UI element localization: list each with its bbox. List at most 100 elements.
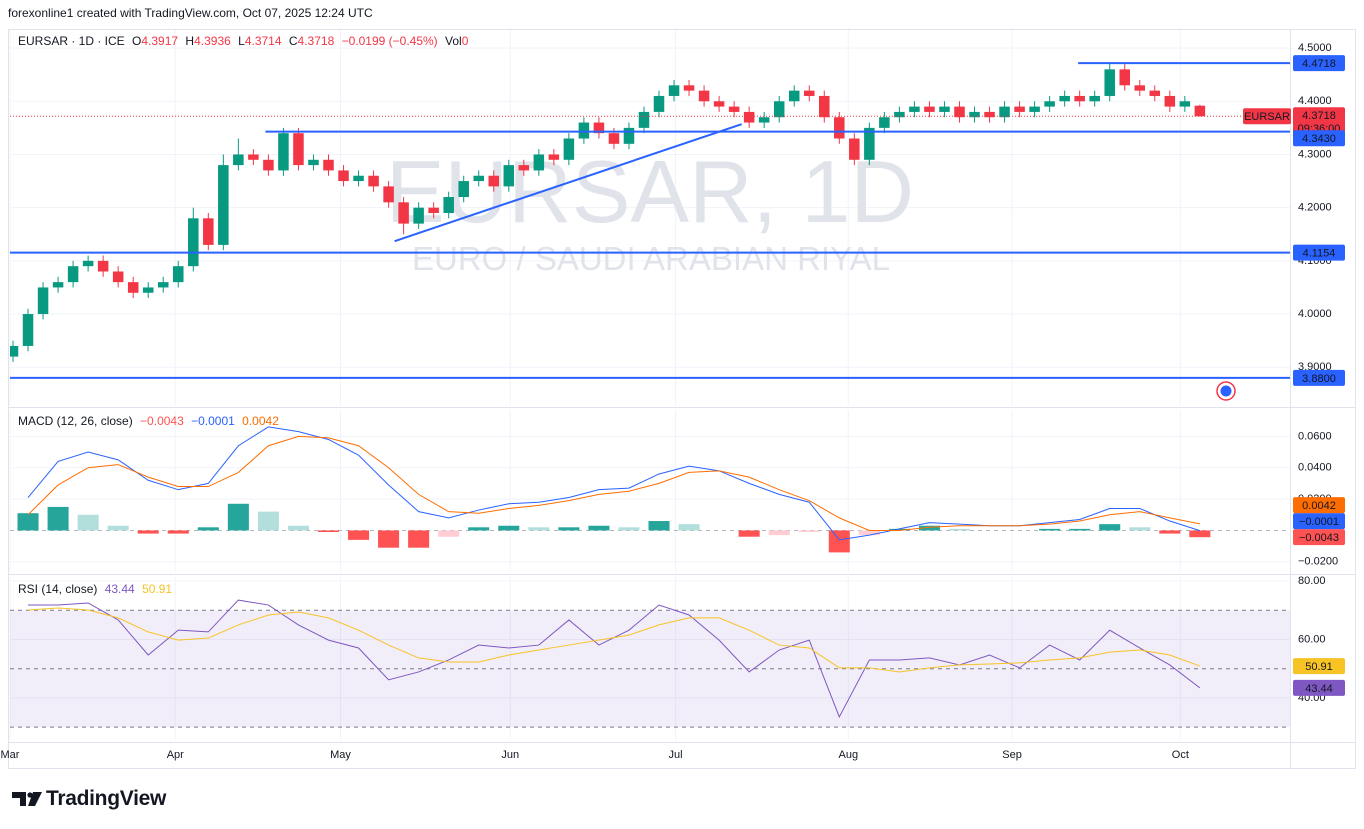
level-label: 4.3430	[1302, 133, 1336, 145]
x-tick-label: Sep	[1002, 749, 1022, 761]
histogram-bar	[77, 514, 99, 531]
candle-body	[368, 175, 379, 187]
candle-body	[608, 133, 620, 144]
histogram-bar	[167, 530, 189, 534]
candle-body	[984, 111, 995, 118]
candle-body	[458, 181, 469, 198]
level-label-box	[1293, 55, 1345, 72]
series-line	[27, 435, 1200, 531]
histogram-bar	[438, 530, 460, 537]
x-tick-label: Jul	[669, 749, 683, 761]
x-tick-label: Apr	[167, 749, 184, 761]
candle-body	[203, 218, 214, 245]
histogram-bar	[1189, 530, 1211, 538]
macd-pane	[10, 426, 1290, 553]
candle-body	[563, 138, 575, 160]
histogram-bar	[137, 530, 159, 534]
candle-body	[67, 266, 79, 283]
level-label-box	[1293, 130, 1345, 147]
rsi-title: RSI (14, close)	[18, 582, 98, 596]
candle-body	[819, 95, 830, 118]
macd-title: MACD (12, 26, close)	[18, 414, 133, 428]
candle-body	[383, 186, 394, 203]
x-tick-label: Oct	[1172, 749, 1189, 761]
y-tick-label: 0.0600	[1298, 430, 1332, 442]
x-tick-label: Mar	[1, 749, 20, 761]
candle-body	[623, 127, 635, 144]
histogram-bar	[287, 525, 309, 531]
last-value-label: −0.0001	[1299, 516, 1339, 528]
series-line	[27, 607, 1201, 673]
histogram-bar	[1099, 524, 1121, 531]
candle-body	[443, 197, 454, 213]
candle-body	[788, 90, 800, 102]
histogram-bar	[858, 530, 880, 536]
histogram-bar	[618, 527, 640, 531]
candle-body	[323, 159, 334, 171]
x-tick-label: Aug	[839, 749, 859, 761]
ohlc-key: C	[288, 34, 298, 48]
candle-body	[683, 85, 695, 91]
candle-body	[533, 154, 545, 171]
last-value-box	[1293, 658, 1345, 675]
level-label: 4.1154	[1303, 248, 1336, 260]
brand-name: TradingView	[46, 787, 167, 810]
ohlc-key: L	[238, 34, 245, 48]
chart-frame	[8, 29, 1356, 769]
candle-body	[248, 154, 259, 160]
candle-body	[668, 85, 680, 96]
candle-body	[698, 90, 710, 102]
candle-body	[142, 287, 154, 293]
candle-body	[578, 122, 590, 139]
histogram-bar	[17, 513, 39, 531]
legend-value: 50.91	[142, 582, 173, 596]
y-tick-label: 4.2000	[1298, 202, 1332, 214]
histogram-bar	[1069, 528, 1091, 531]
candle-body	[218, 165, 229, 245]
candle-body	[548, 154, 560, 160]
watermark-subtitle: EURO / SAUDI ARABIAN RIYAL	[412, 240, 890, 277]
candle-body	[1194, 105, 1206, 117]
price-legend: EURSAR · 1D · ICE O4.3917 H4.3936 L4.371…	[18, 34, 472, 48]
attribution: forexonline1 created with TradingView.co…	[8, 6, 373, 20]
candle-body	[849, 138, 860, 160]
candle-body	[428, 207, 439, 213]
candle-body	[173, 266, 184, 283]
y-tick-label: 4.0000	[1298, 308, 1332, 320]
candle-body	[1149, 90, 1161, 96]
candle-body	[1119, 69, 1130, 86]
x-tick-label: Jun	[501, 749, 519, 761]
ohlc-value: 4.3714	[244, 34, 282, 48]
legend-value: 43.44	[104, 582, 135, 596]
candle-body	[1104, 69, 1115, 96]
candle-body	[593, 122, 605, 134]
histogram-bar	[558, 527, 580, 531]
ohlc-key: O	[132, 34, 142, 48]
histogram-bar	[197, 527, 219, 531]
y-tick-label: 4.3000	[1298, 148, 1332, 160]
candle-body	[638, 111, 650, 128]
events-icon-core	[1220, 385, 1232, 397]
volume-value: 0	[461, 34, 469, 48]
candle-body	[1089, 95, 1100, 102]
x-tick-label: May	[330, 749, 351, 761]
candle-body	[278, 133, 289, 171]
histogram-bar	[1039, 528, 1061, 531]
candle-body	[713, 101, 725, 107]
histogram-bar	[227, 503, 249, 531]
y-tick-label: 4.4000	[1298, 95, 1332, 107]
candle-body	[909, 106, 920, 112]
last-value-label: 0.0042	[1302, 500, 1336, 512]
ohlc-value: 4.3936	[194, 34, 231, 48]
candle-body	[338, 170, 349, 182]
candle-body	[999, 106, 1010, 118]
level-label: 4.4718	[1302, 58, 1336, 70]
brand-logo	[12, 792, 42, 806]
series-line	[27, 426, 1201, 541]
y-tick-label: 4.5000	[1298, 42, 1332, 54]
candle-body	[879, 117, 890, 128]
y-tick-label: 60.00	[1298, 633, 1326, 645]
trend-line	[394, 123, 742, 243]
candle-body	[773, 101, 785, 118]
histogram-bar	[588, 525, 610, 531]
